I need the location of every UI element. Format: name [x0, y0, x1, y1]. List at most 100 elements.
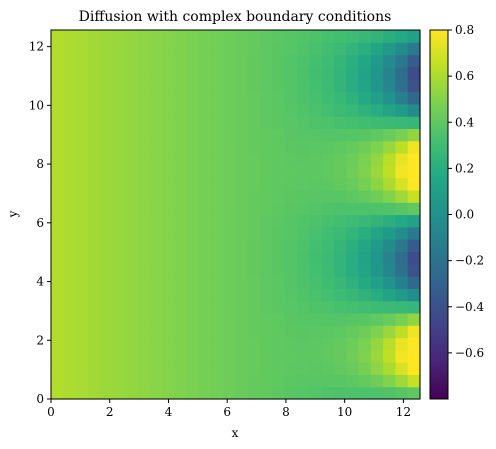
colorbar-tick-label: 0.6: [455, 69, 474, 83]
heatmap-cell: [174, 276, 187, 289]
heatmap-cell: [51, 276, 64, 289]
heatmap-cell: [248, 67, 261, 80]
heatmap-cell: [285, 190, 298, 203]
heatmap-cell: [223, 374, 236, 387]
heatmap-cell: [174, 251, 187, 264]
heatmap-cell: [63, 350, 76, 363]
heatmap-cell: [309, 374, 322, 387]
heatmap-cell: [322, 227, 335, 240]
heatmap-cell: [371, 153, 384, 166]
heatmap-cell: [383, 276, 396, 289]
heatmap-cell: [408, 42, 421, 55]
heatmap-cell: [113, 264, 126, 277]
heatmap-cell: [248, 251, 261, 264]
heatmap-cell: [248, 374, 261, 387]
heatmap-cell: [149, 202, 162, 215]
heatmap-cell: [76, 165, 89, 178]
heatmap-cell: [260, 104, 273, 117]
heatmap-cell: [63, 276, 76, 289]
heatmap-cell: [186, 141, 199, 154]
heatmap-cell: [322, 276, 335, 289]
heatmap-cell: [76, 288, 89, 301]
heatmap-cell: [248, 227, 261, 240]
heatmap-cell: [285, 387, 298, 400]
heatmap-cell: [223, 55, 236, 68]
heatmap-cell: [272, 227, 285, 240]
heatmap-cell: [137, 79, 150, 92]
heatmap-cell: [174, 362, 187, 375]
heatmap-cell: [359, 239, 372, 252]
heatmap-cell: [309, 276, 322, 289]
heatmap-cell: [211, 116, 224, 129]
heatmap-cell: [371, 301, 384, 314]
heatmap-cell: [149, 301, 162, 314]
heatmap-cell: [211, 104, 224, 117]
heatmap-cell: [260, 350, 273, 363]
heatmap-cell: [174, 116, 187, 129]
heatmap-cell: [88, 153, 101, 166]
heatmap-cell: [248, 178, 261, 191]
heatmap-cell: [113, 165, 126, 178]
heatmap-cell: [236, 215, 249, 228]
heatmap-cell: [125, 153, 138, 166]
heatmap-cell: [322, 215, 335, 228]
heatmap-cell: [359, 374, 372, 387]
heatmap-cell: [322, 362, 335, 375]
heatmap-cell: [408, 202, 421, 215]
heatmap-cell: [51, 79, 64, 92]
heatmap-cell: [113, 202, 126, 215]
heatmap-cell: [76, 67, 89, 80]
heatmap-cell: [383, 227, 396, 240]
heatmap-cell: [186, 79, 199, 92]
heatmap-cell: [334, 301, 347, 314]
heatmap-cell: [272, 325, 285, 338]
heatmap-cell: [236, 153, 249, 166]
y-tick-label: 8: [36, 157, 44, 171]
heatmap-cell: [211, 165, 224, 178]
heatmap-cell: [174, 288, 187, 301]
heatmap-cell: [223, 362, 236, 375]
heatmap-cell: [125, 239, 138, 252]
heatmap-cell: [272, 387, 285, 400]
heatmap-cell: [113, 251, 126, 264]
heatmap-cell: [88, 116, 101, 129]
heatmap-cell: [309, 190, 322, 203]
heatmap-cell: [309, 313, 322, 326]
heatmap-cell: [174, 79, 187, 92]
heatmap-cell: [236, 165, 249, 178]
heatmap-cell: [174, 190, 187, 203]
heatmap-cell: [149, 239, 162, 252]
heatmap-cell: [100, 301, 113, 314]
heatmap-cell: [309, 116, 322, 129]
heatmap-cell: [297, 92, 310, 105]
heatmap-cell: [125, 202, 138, 215]
heatmap-cell: [88, 251, 101, 264]
heatmap-cell: [309, 301, 322, 314]
heatmap-cell: [260, 42, 273, 55]
heatmap-cell: [125, 313, 138, 326]
heatmap-cell: [100, 178, 113, 191]
heatmap-cell: [408, 350, 421, 363]
heatmap-cell: [297, 387, 310, 400]
heatmap-cell: [51, 92, 64, 105]
heatmap-cell: [113, 338, 126, 351]
heatmap-cell: [236, 338, 249, 351]
heatmap-cell: [137, 215, 150, 228]
heatmap-cell: [223, 141, 236, 154]
heatmap-cell: [371, 116, 384, 129]
heatmap-cell: [359, 350, 372, 363]
heatmap-cell: [199, 374, 212, 387]
heatmap-cell: [174, 325, 187, 338]
heatmap-cell: [125, 67, 138, 80]
heatmap-cell: [236, 141, 249, 154]
heatmap-cell: [383, 338, 396, 351]
heatmap-cell: [88, 239, 101, 252]
heatmap-cell: [309, 42, 322, 55]
heatmap-cell: [359, 264, 372, 277]
heatmap-cell: [248, 165, 261, 178]
heatmap-cell: [149, 276, 162, 289]
heatmap-cell: [223, 301, 236, 314]
heatmap-cell: [334, 215, 347, 228]
heatmap-cell: [334, 30, 347, 43]
heatmap-cell: [211, 374, 224, 387]
